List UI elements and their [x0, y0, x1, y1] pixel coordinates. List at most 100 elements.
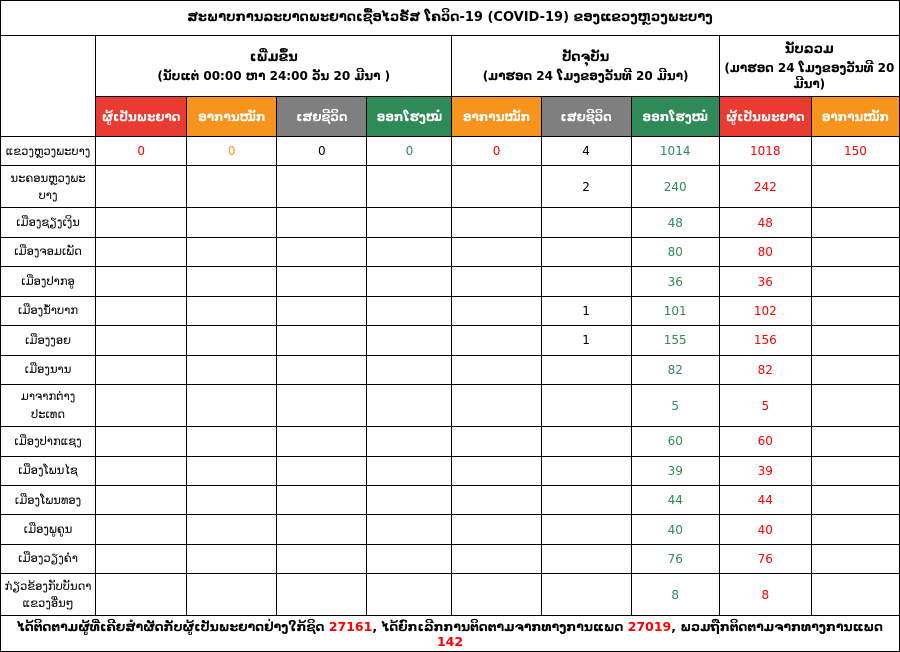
value-cell: [810, 514, 900, 545]
value-cell: [186, 573, 278, 617]
value-cell: [276, 354, 368, 386]
value-cell: 82: [718, 354, 812, 386]
value-cell: [95, 325, 188, 356]
value-cell: 5: [630, 384, 720, 428]
value-cell: [540, 384, 632, 428]
value-cell: [540, 514, 632, 545]
column-header-2: ເສຍຊີວິດ: [276, 96, 368, 137]
row-label: ເມືອງວຽງຄຳ: [0, 543, 97, 575]
value-cell: 36: [630, 266, 720, 297]
value-cell: 240: [630, 165, 720, 209]
column-header-4: ອາການໜັກ: [451, 96, 542, 137]
value-cell: [810, 543, 900, 575]
table-row-14: ກ່ຽວຂ້ອງກັບບັນດາແຂວງອື່ນໆ 8 8: [0, 573, 900, 617]
value-cell: [276, 236, 368, 268]
value-cell: 40: [718, 514, 812, 545]
value-cell: [95, 426, 188, 457]
value-cell: [95, 354, 188, 386]
value-cell: 2: [540, 165, 632, 209]
footer-note: ໄດ້ຕິດຕາມຜູ້ທີ່ເຄີຍສຳຜັດກັບຜູ້ເປັນພະຍາດຢ…: [0, 615, 900, 652]
value-cell: [810, 266, 900, 297]
value-cell: [540, 543, 632, 575]
value-cell: 60: [630, 426, 720, 457]
table-row-4: ເມືອງປາກອູ 36 36: [0, 266, 900, 297]
value-cell: 150: [810, 135, 900, 167]
value-cell: [95, 207, 188, 238]
value-cell: 76: [718, 543, 812, 575]
value-cell: [186, 266, 278, 297]
value-cell: [540, 354, 632, 386]
table-row-13: ເມືອງວຽງຄຳ 76 76: [0, 543, 900, 575]
value-cell: 156: [718, 325, 812, 356]
value-cell: 8: [718, 573, 812, 617]
value-cell: 1: [540, 295, 632, 327]
group-label-current: ປັດຈຸບັນ: [561, 50, 610, 66]
value-cell: 39: [718, 455, 812, 486]
value-cell: [186, 165, 278, 209]
value-cell: [810, 426, 900, 457]
value-cell: [540, 266, 632, 297]
value-cell: [186, 484, 278, 516]
value-cell: [95, 514, 188, 545]
value-cell: [810, 325, 900, 356]
value-cell: [366, 266, 453, 297]
value-cell: 36: [718, 266, 812, 297]
group-label-cumulative: ນັບລວມ: [784, 42, 834, 57]
value-cell: 82: [630, 354, 720, 386]
value-cell: 0: [366, 135, 453, 167]
value-cell: 102: [718, 295, 812, 327]
value-cell: [366, 543, 453, 575]
row-label: ເມືອງງອຍ: [0, 325, 97, 356]
footer-count: 142: [436, 633, 464, 649]
value-cell: [276, 165, 368, 209]
footer-text: , ພວມຖືກຕິດຕາມຈາກທາງການແພດ: [671, 618, 884, 634]
value-cell: [276, 426, 368, 457]
value-cell: 155: [630, 325, 720, 356]
value-cell: [95, 384, 188, 428]
table-row-7: ເມືອງນານ 82 82: [0, 354, 900, 386]
group-header-current: ປັດຈຸບັນ (ມາຮອດ 24 ໂມງຂອງວັນທີ 20 ມີນາ): [451, 34, 720, 98]
row-label: ເມືອງປາກອູ: [0, 266, 97, 297]
page-title: ສະພາບການລະບາດພະຍາດເຊື້ອໄວຣັສ ໂຄວິດ-19 (C…: [0, 0, 900, 36]
value-cell: 48: [630, 207, 720, 238]
value-cell: [186, 514, 278, 545]
group-header-cumulative: ນັບລວມ (ມາຮອດ 24 ໂມງຂອງວັນທີ 20 ມີນາ): [718, 34, 900, 98]
group-label-new: ເພີ່ມຂຶ້ນ: [249, 50, 298, 66]
value-cell: [451, 266, 542, 297]
row-label: ເມືອງໂພນໄຊ: [0, 455, 97, 486]
footer-count: 27019: [627, 618, 672, 634]
value-cell: 40: [630, 514, 720, 545]
value-cell: [95, 295, 188, 327]
value-cell: [810, 295, 900, 327]
value-cell: [276, 384, 368, 428]
value-cell: [451, 384, 542, 428]
value-cell: [186, 384, 278, 428]
value-cell: [366, 165, 453, 209]
value-cell: [186, 354, 278, 386]
value-cell: [95, 484, 188, 516]
value-cell: 76: [630, 543, 720, 575]
group-sub-current: (ມາຮອດ 24 ໂມງຂອງວັນທີ 20 ມີນາ): [482, 68, 689, 83]
value-cell: [366, 514, 453, 545]
value-cell: 80: [718, 236, 812, 268]
row-label: ນະຄອນຫຼວງພະບາງ: [0, 165, 97, 209]
value-cell: [95, 543, 188, 575]
value-cell: [276, 455, 368, 486]
row-label: ເມືອງປາກແຊງ: [0, 426, 97, 457]
table-row-1: ນະຄອນຫຼວງພະບາງ 2 240 242: [0, 165, 900, 209]
value-cell: [276, 207, 368, 238]
row-label: ເມືອງຊຽງເງິນ: [0, 207, 97, 238]
value-cell: [540, 426, 632, 457]
group-sub-new: (ນັບແຕ່ 00:00 ຫາ 24:00 ວັນ 20 ມີນາ ): [157, 68, 391, 83]
value-cell: [366, 207, 453, 238]
value-cell: [451, 543, 542, 575]
value-cell: [810, 236, 900, 268]
table-row-8: ມາຈາກຕ່າງປະເທດ 5 5: [0, 384, 900, 428]
table-row-11: ເມືອງໂພນທອງ 44 44: [0, 484, 900, 516]
value-cell: [95, 236, 188, 268]
value-cell: [540, 207, 632, 238]
column-header-1: ອາການໜັກ: [186, 96, 278, 137]
value-cell: [810, 207, 900, 238]
table-row-6: ເມືອງງອຍ 1 155 156: [0, 325, 900, 356]
